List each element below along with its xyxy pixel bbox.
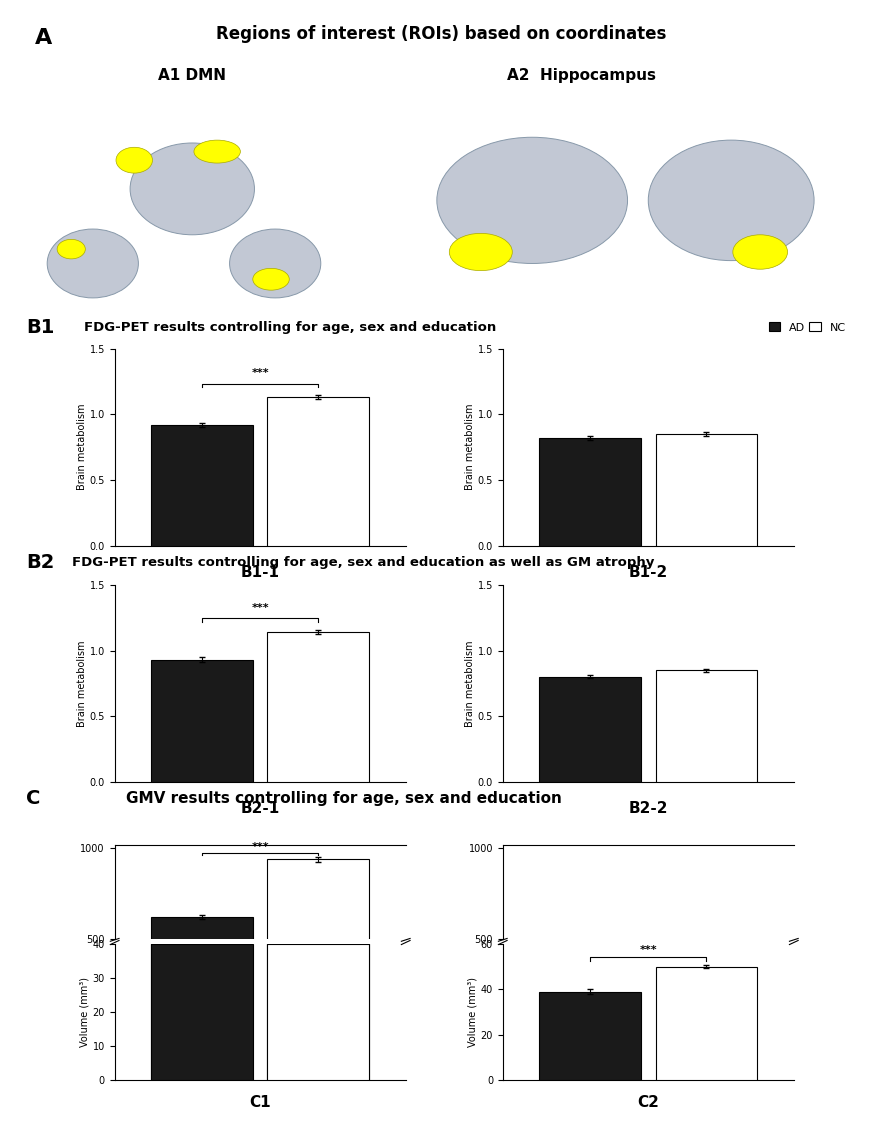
Text: B2: B2 — [26, 554, 55, 572]
Bar — [267, 632, 370, 782]
Text: C: C — [26, 790, 41, 808]
Ellipse shape — [194, 141, 241, 163]
Text: GMV results controlling for age, sex and education: GMV results controlling for age, sex and… — [126, 791, 562, 807]
Ellipse shape — [449, 233, 512, 271]
Legend: AD, NC: AD, NC — [765, 317, 850, 337]
Y-axis label: Brain metabolism: Brain metabolism — [465, 640, 475, 727]
Text: C2: C2 — [638, 1096, 659, 1110]
Ellipse shape — [131, 143, 254, 235]
Ellipse shape — [229, 229, 321, 298]
Y-axis label: Brain metabolism: Brain metabolism — [77, 404, 86, 490]
Ellipse shape — [57, 240, 86, 259]
Text: FDG-PET results controlling for age, sex and education as well as GM atrophy: FDG-PET results controlling for age, sex… — [72, 556, 654, 569]
Y-axis label: Volume (mm³): Volume (mm³) — [79, 976, 90, 1047]
Y-axis label: Volume (mm³): Volume (mm³) — [467, 976, 478, 1047]
Ellipse shape — [733, 235, 788, 269]
Text: B1: B1 — [26, 318, 55, 336]
Text: FDG-PET results controlling for age, sex and education: FDG-PET results controlling for age, sex… — [85, 321, 497, 334]
Bar — [151, 917, 253, 1029]
Ellipse shape — [47, 229, 138, 298]
Text: A2  Hippocampus: A2 Hippocampus — [507, 69, 656, 83]
Text: ***: *** — [251, 603, 269, 612]
Text: B2-2: B2-2 — [629, 801, 668, 817]
Y-axis label: Brain metabolism: Brain metabolism — [77, 640, 86, 727]
Text: ***: *** — [251, 842, 269, 852]
Bar — [151, 425, 253, 546]
Text: A1 DMN: A1 DMN — [158, 69, 227, 83]
Y-axis label: Brain metabolism: Brain metabolism — [465, 404, 475, 490]
Ellipse shape — [253, 269, 289, 290]
Text: ***: *** — [639, 945, 657, 955]
Ellipse shape — [116, 147, 153, 173]
Bar — [539, 677, 641, 782]
Bar — [539, 991, 641, 1080]
Bar — [151, 659, 253, 782]
Text: ***: *** — [251, 368, 269, 378]
Bar — [655, 966, 758, 1080]
Text: B1-1: B1-1 — [241, 565, 280, 580]
Bar — [267, 860, 370, 1029]
Text: A: A — [34, 28, 52, 48]
Bar — [655, 434, 758, 546]
Bar — [655, 670, 758, 782]
Ellipse shape — [648, 141, 814, 261]
Bar — [539, 438, 641, 546]
Ellipse shape — [437, 137, 628, 263]
Bar — [267, 944, 370, 1080]
Bar — [151, 944, 253, 1080]
Text: B1-2: B1-2 — [629, 565, 668, 580]
Text: Regions of interest (ROIs) based on coordinates: Regions of interest (ROIs) based on coor… — [216, 26, 666, 44]
Text: C1: C1 — [250, 1096, 271, 1110]
Text: B2-1: B2-1 — [241, 801, 280, 817]
Bar — [267, 397, 370, 546]
